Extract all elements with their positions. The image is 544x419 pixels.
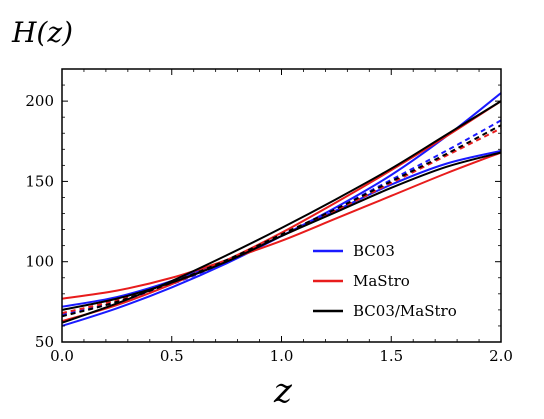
series-layer xyxy=(61,92,502,327)
x-tick-label: 2.0 xyxy=(489,347,513,365)
series-line-5 xyxy=(61,127,502,315)
y-tick-label: 150 xyxy=(25,172,54,190)
legend-label: BC03 xyxy=(353,242,395,260)
x-tick-label: 1.5 xyxy=(379,347,403,365)
legend-label: MaStro xyxy=(353,272,410,290)
x-tick-label: 0.0 xyxy=(50,347,74,365)
x-tick-label: 1.0 xyxy=(270,347,294,365)
y-tick-label: 50 xyxy=(35,333,54,351)
series-line-0 xyxy=(61,92,502,327)
y-tick-label: 100 xyxy=(25,253,54,271)
tick-layer: 0.0 0.5 1.0 1.5 2.0 50 100 150 200 xyxy=(25,69,513,365)
series-line-6 xyxy=(61,100,502,324)
series-line-3 xyxy=(61,151,502,300)
series-line-8 xyxy=(61,124,502,318)
legend-label: BC03/MaStro xyxy=(353,302,457,320)
series-line-4 xyxy=(61,100,502,323)
x-tick-label: 0.5 xyxy=(160,347,184,365)
y-axis-title: H(z) xyxy=(11,16,73,49)
legend: BC03 MaStro BC03/MaStro xyxy=(313,242,457,320)
series-line-2 xyxy=(61,119,502,316)
y-tick-label: 200 xyxy=(25,92,54,110)
x-axis-title: z xyxy=(273,371,293,411)
series-line-7 xyxy=(61,151,502,311)
